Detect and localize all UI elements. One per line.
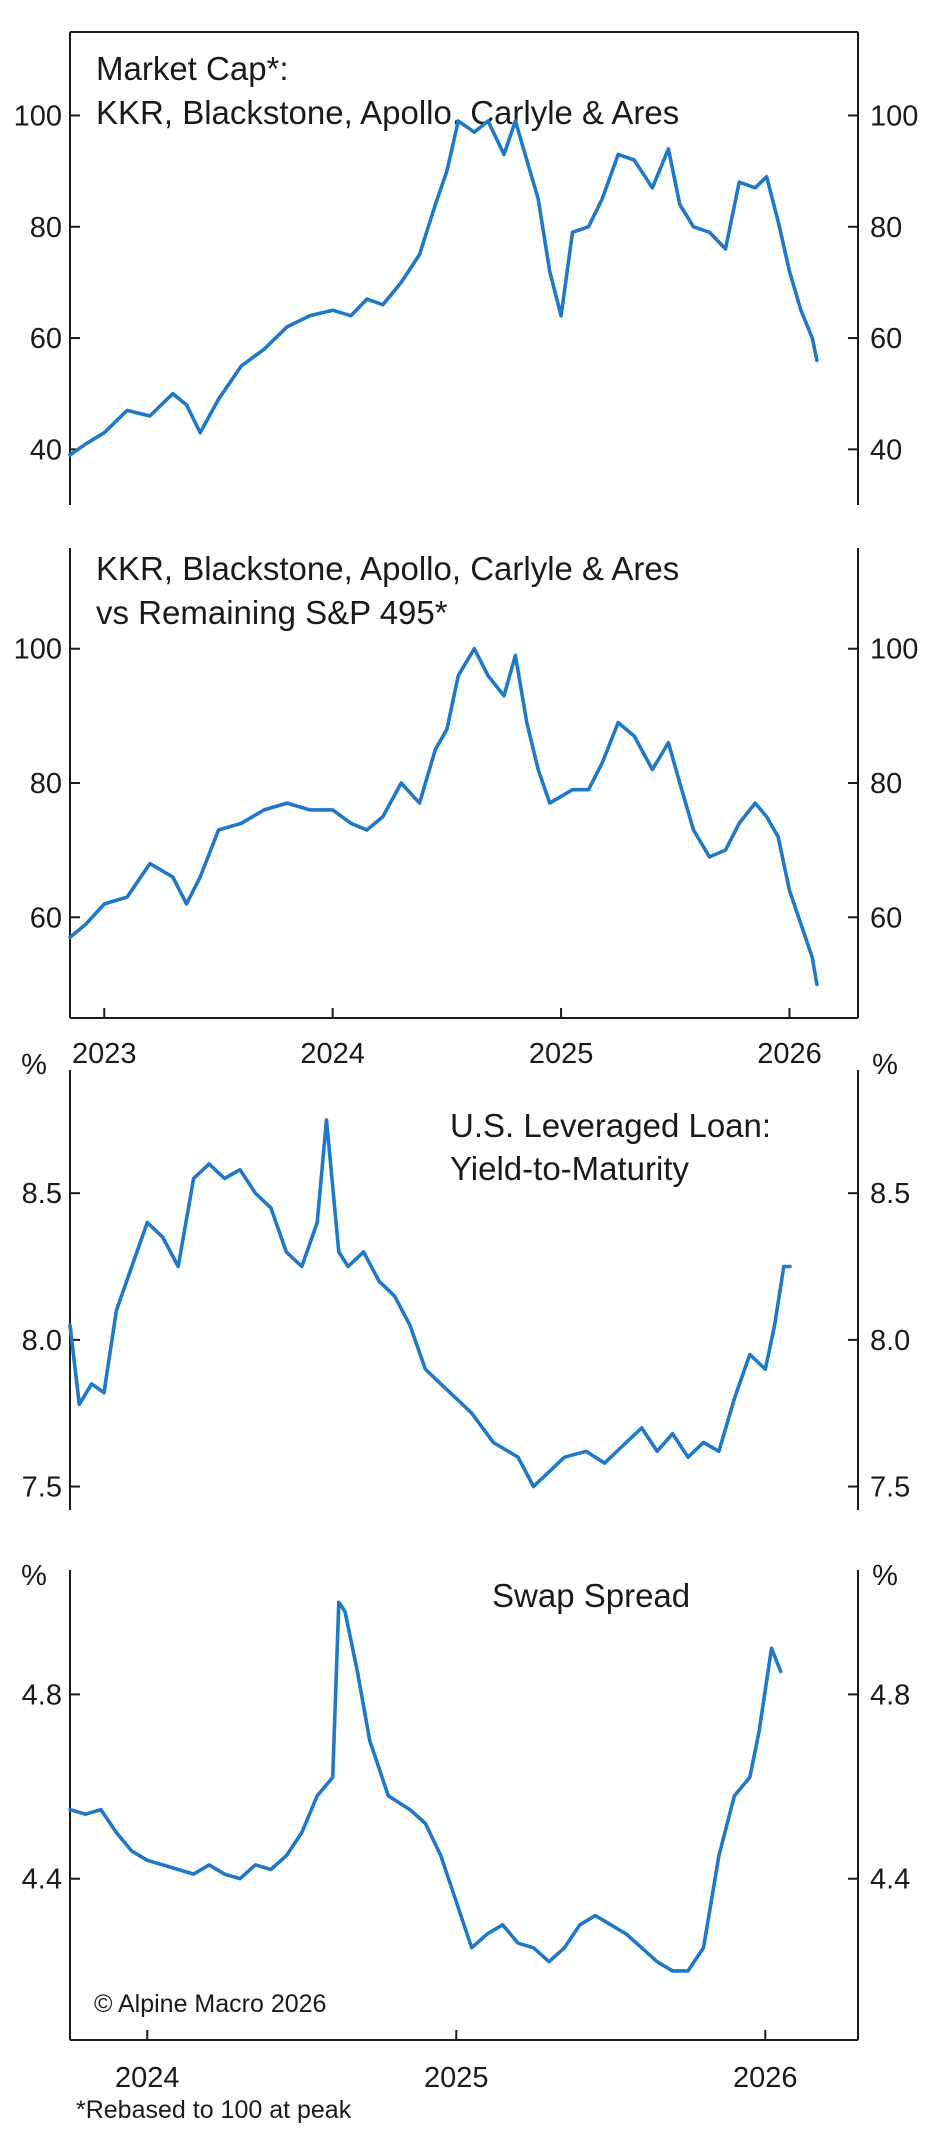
- copyright-note: © Alpine Macro 2026: [94, 1990, 326, 2018]
- series-line-swap-spread: [68, 1600, 783, 1973]
- unit-label-right: %: [872, 1560, 898, 1592]
- unit-label-right: %: [872, 1049, 898, 1081]
- y-tick-label-left: 8.5: [22, 1178, 62, 1210]
- y-tick-label-right: 4.8: [870, 1679, 910, 1711]
- unit-label-left: %: [21, 1560, 47, 1592]
- panel-swap-spread: % % Swap Spread 4.4 4.4 4.8 4.8 © Alpine Ma…: [21, 1560, 911, 2041]
- x-tick-label: 2023: [72, 1038, 137, 1070]
- y-tick-label-left: 60: [30, 902, 62, 934]
- y-ticks: 60 60 80 80 100 100: [14, 634, 919, 935]
- y-tick-label-left: 60: [30, 323, 62, 355]
- x-tick-label: 2025: [424, 2062, 489, 2094]
- y-tick-label-left: 40: [30, 434, 62, 466]
- series-line-market-cap: [68, 119, 819, 457]
- y-tick-label-left: 100: [14, 100, 62, 132]
- chart-title-line-2: Yield-to-Maturity: [450, 1150, 690, 1187]
- chart-title: Swap Spread: [492, 1577, 690, 1614]
- y-tick-label-left: 4.8: [22, 1679, 62, 1711]
- y-tick-label-left: 8.0: [22, 1325, 62, 1357]
- y-tick-label-right: 8.5: [870, 1178, 910, 1210]
- x-tick-label: 2026: [733, 2062, 798, 2094]
- x-tick-label: 2024: [115, 2062, 180, 2094]
- x-tick-label: 2024: [300, 1038, 365, 1070]
- y-tick-label-right: 4.4: [870, 1864, 910, 1896]
- y-tick-label-right: 100: [870, 100, 918, 132]
- x-tick-label: 2025: [529, 1038, 594, 1070]
- y-tick-label-right: 7.5: [870, 1472, 910, 1504]
- chart-title-line-1: Market Cap*:: [96, 50, 289, 87]
- x-tick-label: 2026: [757, 1038, 822, 1070]
- chart-title-line-1: KKR, Blackstone, Apollo, Carlyle & Ares: [96, 550, 679, 587]
- x-axis-years-bottom: 2024 2025 2026: [115, 2030, 798, 2094]
- y-tick-label-right: 80: [870, 768, 902, 800]
- y-tick-label-right: 60: [870, 902, 902, 934]
- y-tick-label-left: 80: [30, 768, 62, 800]
- y-tick-label-left: 4.4: [22, 1864, 62, 1896]
- y-tick-label-right: 100: [870, 634, 918, 666]
- y-tick-label-right: 8.0: [870, 1325, 910, 1357]
- panel-leveraged-loan-yield: % % U.S. Leveraged Loan: Yield-to-Maturi…: [21, 1049, 910, 1510]
- y-tick-label-right: 80: [870, 212, 902, 244]
- y-ticks: 7.5 7.5 8.0 8.0 8.5 8.5: [22, 1178, 911, 1503]
- unit-label-left: %: [21, 1049, 47, 1081]
- y-tick-label-left: 7.5: [22, 1472, 62, 1504]
- panel-relative-performance: KKR, Blackstone, Apollo, Carlyle & Ares …: [14, 548, 919, 1019]
- series-line-relative-performance: [68, 646, 819, 987]
- panel-market-cap: Market Cap*: KKR, Blackstone, Apollo, Ca…: [14, 31, 919, 505]
- y-tick-label-left: 80: [30, 212, 62, 244]
- y-ticks: 4.4 4.4 4.8 4.8: [22, 1679, 911, 1895]
- y-tick-label-right: 60: [870, 323, 902, 355]
- x-axis-years-top: 2023 2024 2025 2026: [72, 1008, 822, 1070]
- chart-title-line-2: vs Remaining S&P 495*: [96, 594, 448, 631]
- chart-title-line-1: U.S. Leveraged Loan:: [450, 1107, 771, 1144]
- chart-title-line-2: KKR, Blackstone, Apollo, Carlyle & Ares: [96, 94, 679, 131]
- y-tick-label-right: 40: [870, 434, 902, 466]
- footnote: *Rebased to 100 at peak: [76, 2096, 352, 2124]
- y-ticks: 40 40 60 60 80 80 100 100: [14, 100, 919, 466]
- series-line-loan-yield: [68, 1118, 792, 1489]
- y-tick-label-left: 100: [14, 634, 62, 666]
